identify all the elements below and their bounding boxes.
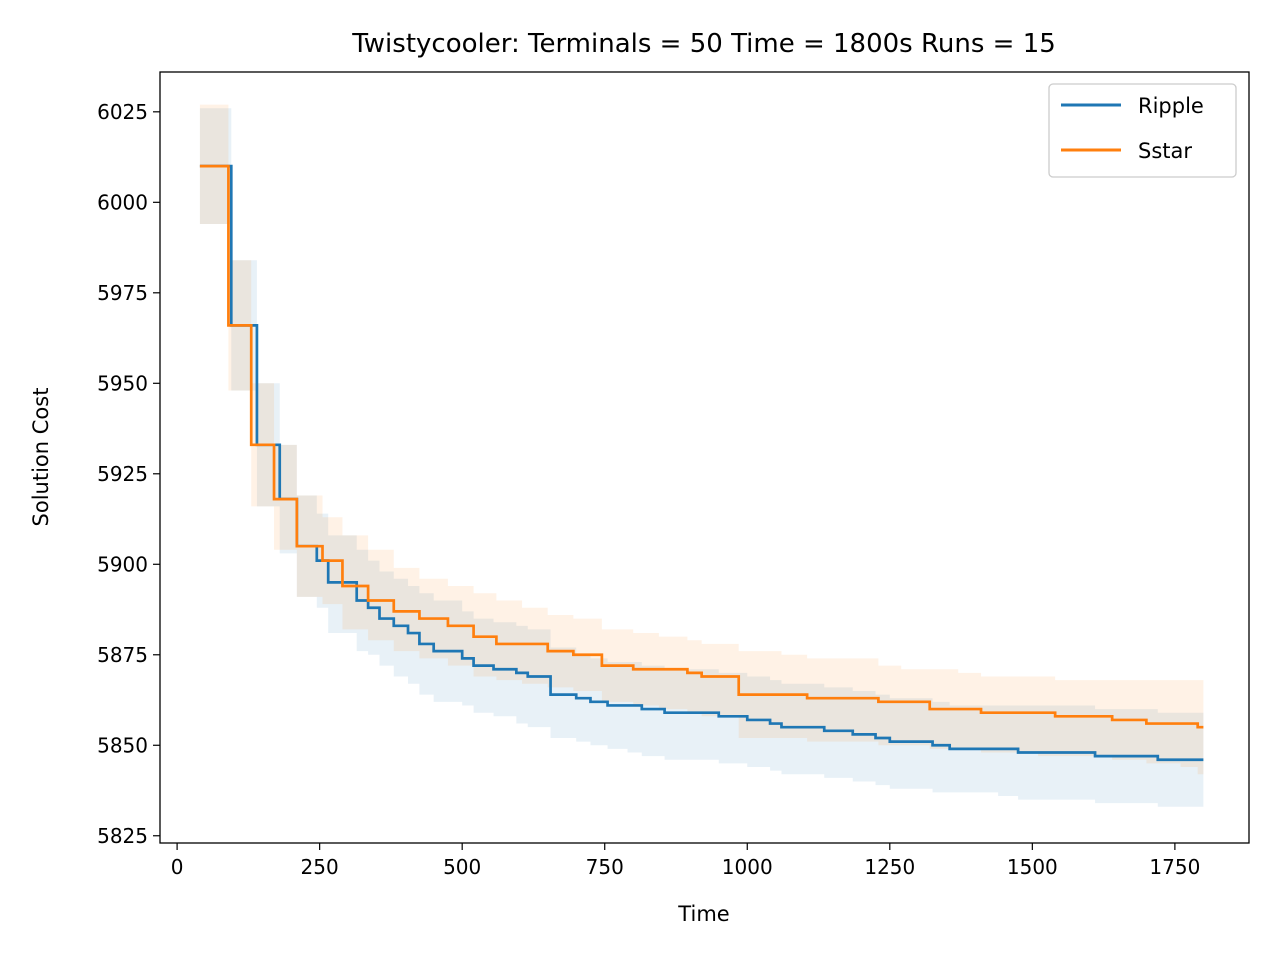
y-tick-label: 6025 <box>97 100 148 124</box>
y-tick-label: 5950 <box>97 371 148 395</box>
y-tick-label: 5975 <box>97 281 148 305</box>
x-axis: 0 250 500 750 1000 1250 1500 1750 <box>171 843 1200 879</box>
x-tick-label: 750 <box>586 855 624 879</box>
x-tick-label: 1000 <box>722 855 773 879</box>
confidence-band-sstar <box>199 104 1204 775</box>
legend-label-sstar: Sstar <box>1138 139 1192 163</box>
confidence-band-ripple <box>199 108 1204 807</box>
plot-frame <box>159 71 1250 844</box>
x-tick-label: 0 <box>171 855 184 879</box>
legend: Ripple Sstar <box>1048 83 1237 178</box>
y-tick-label: 5825 <box>97 824 148 848</box>
y-tick-label: 6000 <box>97 190 148 214</box>
y-tick-label: 5900 <box>97 552 148 576</box>
x-tick-label: 500 <box>443 855 481 879</box>
y-tick-label: 5850 <box>97 733 148 757</box>
plot-area <box>199 104 1204 807</box>
y-tick-label: 5875 <box>97 643 148 667</box>
y-tick-label: 5925 <box>97 462 148 486</box>
chart-title: Twistycooler: Terminals = 50 Time = 1800… <box>351 29 1056 59</box>
legend-box <box>1048 83 1237 178</box>
legend-label-ripple: Ripple <box>1138 94 1204 118</box>
x-tick-label: 1250 <box>864 855 915 879</box>
y-axis-label: Solution Cost <box>29 388 53 527</box>
y-axis: 5825 5850 5875 5900 5925 5950 5975 6000 6025 <box>97 100 160 848</box>
x-axis-label: Time <box>677 902 729 926</box>
x-tick-label: 1500 <box>1007 855 1058 879</box>
x-tick-label: 250 <box>301 855 339 879</box>
x-tick-label: 1750 <box>1149 855 1200 879</box>
series-line-sstar <box>199 164 1204 729</box>
